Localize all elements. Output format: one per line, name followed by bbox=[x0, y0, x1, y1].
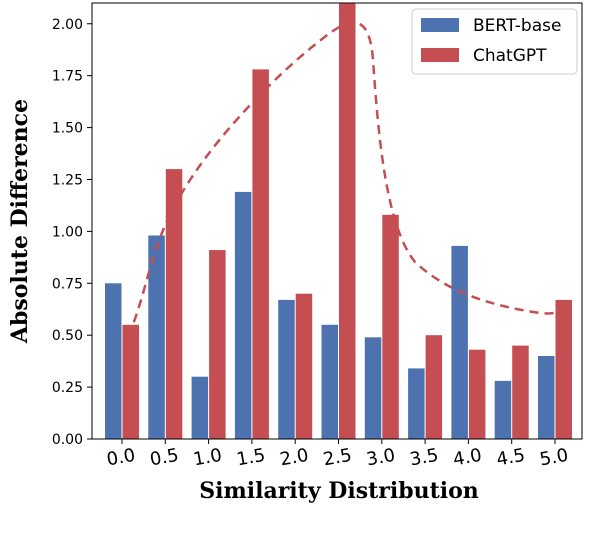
bar-chatgpt-8 bbox=[468, 349, 486, 439]
bar-chatgpt-3 bbox=[252, 69, 269, 440]
plot-frame bbox=[91, 2, 583, 440]
bar-bert-9 bbox=[494, 380, 512, 439]
bar-bert-7 bbox=[408, 368, 425, 439]
x-tick-label-1: 0.5 bbox=[148, 445, 180, 471]
bars-layer bbox=[105, 3, 572, 440]
axes-layer bbox=[91, 2, 583, 440]
bar-bert-1 bbox=[148, 235, 165, 439]
x-tick-label-5: 2.5 bbox=[322, 445, 354, 471]
legend-swatch-bert bbox=[421, 18, 459, 32]
y-tick-label-5: 1.25 bbox=[52, 172, 83, 188]
y-tick-label-3: 0.75 bbox=[52, 276, 83, 292]
legend-swatch-chatgpt bbox=[421, 48, 459, 62]
y-tick-label-6: 1.50 bbox=[52, 121, 83, 137]
x-ticks: 0.0 0.5 1.0 1.5 2.0 2.5 3.0 3.5 4.0 4.5 5.0 bbox=[105, 439, 570, 470]
x-tick-label-2: 1.0 bbox=[192, 445, 224, 471]
y-tick-label-8: 2.00 bbox=[52, 17, 83, 33]
y-axis-label: Absolute Difference bbox=[7, 99, 33, 344]
x-tick-label-7: 3.5 bbox=[408, 445, 440, 471]
bar-chatgpt-5 bbox=[339, 3, 356, 439]
bar-bert-8 bbox=[451, 245, 468, 439]
legend: BERT-base ChatGPT bbox=[411, 8, 578, 75]
y-ticks: 0.00 0.25 0.50 0.75 1.00 1.25 1.50 1.75 2.00 bbox=[52, 17, 92, 448]
x-tick-label-10: 5.0 bbox=[538, 445, 570, 471]
y-tick-label-1: 0.25 bbox=[52, 380, 83, 396]
bar-bert-3 bbox=[234, 191, 252, 439]
bar-chatgpt-10 bbox=[555, 299, 572, 439]
legend-label-bert: BERT-base bbox=[473, 16, 561, 36]
y-tick-label-2: 0.50 bbox=[52, 328, 83, 344]
x-tick-label-9: 4.5 bbox=[495, 445, 527, 471]
bar-bert-5 bbox=[321, 324, 338, 439]
x-tick-label-0: 0.0 bbox=[105, 445, 137, 471]
x-tick-label-6: 3.0 bbox=[365, 445, 397, 471]
bar-bert-4 bbox=[278, 299, 295, 439]
bar-chatgpt-7 bbox=[425, 335, 443, 439]
bar-bert-6 bbox=[364, 337, 382, 439]
y-tick-label-7: 1.75 bbox=[52, 69, 83, 85]
bar-chatgpt-0 bbox=[122, 324, 139, 439]
bar-chatgpt-9 bbox=[512, 345, 529, 439]
legend-label-chatgpt: ChatGPT bbox=[473, 46, 547, 66]
bar-chatgpt-4 bbox=[295, 293, 313, 439]
bar-chatgpt-2 bbox=[209, 250, 226, 439]
y-tick-label-0: 0.00 bbox=[52, 432, 83, 448]
y-tick-label-4: 1.00 bbox=[52, 224, 83, 240]
x-tick-label-3: 1.5 bbox=[235, 445, 267, 471]
trend-curve bbox=[126, 21, 571, 337]
x-tick-label-4: 2.0 bbox=[278, 445, 310, 471]
bar-chatgpt-1 bbox=[165, 169, 183, 439]
bar-bert-0 bbox=[105, 283, 122, 439]
bar-bert-2 bbox=[191, 376, 209, 439]
bar-bert-10 bbox=[538, 356, 555, 439]
bar-chatgpt-6 bbox=[382, 214, 399, 439]
x-axis-label: Similarity Distribution bbox=[199, 478, 479, 504]
x-tick-label-8: 4.0 bbox=[452, 445, 484, 471]
